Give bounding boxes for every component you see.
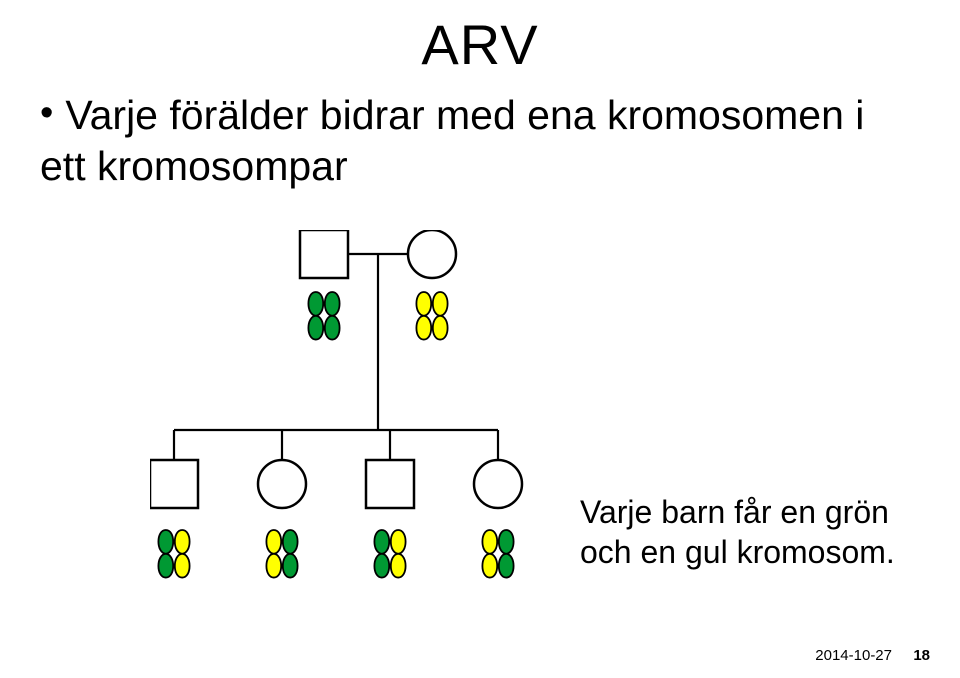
footer-date: 2014-10-27 — [815, 647, 892, 664]
bullet-text: •Varje förälder bidrar med ena kromosome… — [40, 90, 900, 193]
footer-page: 18 — [913, 647, 930, 664]
caption-line2: och en gul kromosom. — [580, 534, 895, 570]
caption-line1: Varje barn får en grön — [580, 494, 889, 530]
bullet-content: Varje förälder bidrar med ena kromosomen… — [40, 92, 864, 189]
bullet-dot: • — [40, 90, 53, 138]
caption: Varje barn får en grön och en gul kromos… — [580, 492, 895, 572]
pedigree-svg — [150, 230, 570, 630]
page-title: ARV — [0, 12, 960, 77]
pedigree-diagram — [150, 230, 570, 630]
